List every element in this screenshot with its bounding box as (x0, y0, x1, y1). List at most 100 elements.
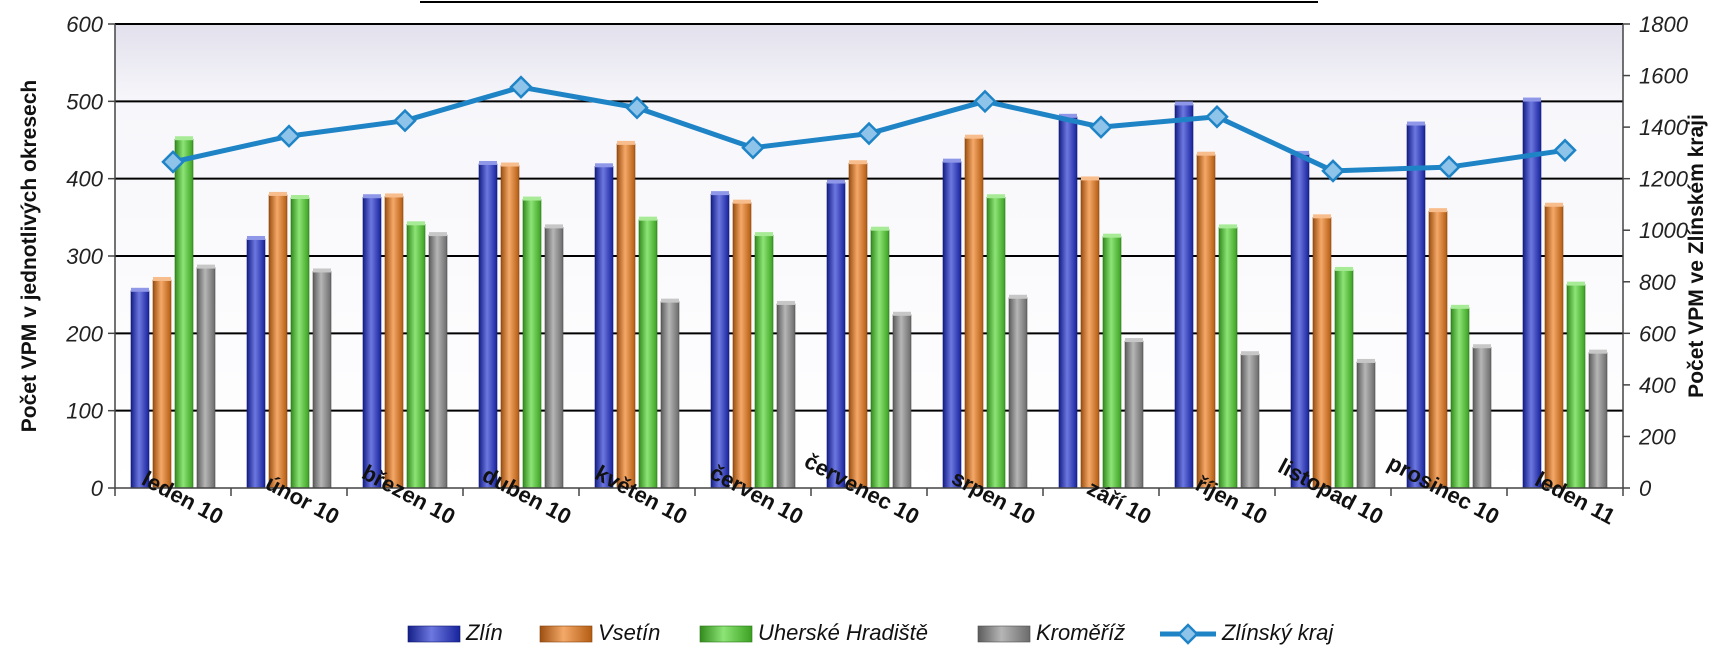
bar-zlin (478, 163, 498, 489)
legend-swatch (977, 625, 1031, 643)
bar-uherske-hradiste (522, 199, 542, 489)
bar-vsetin (616, 143, 636, 489)
bar-vsetin (1080, 179, 1100, 489)
bar-vsetin (1196, 154, 1216, 489)
bar-top (1357, 358, 1375, 363)
bar-top (1313, 214, 1331, 219)
bar-kromeriz (1008, 297, 1028, 489)
legend-label: Kroměříž (1036, 620, 1125, 645)
bar-kromeriz (312, 271, 332, 489)
bar-vsetin (848, 162, 868, 489)
bars (130, 97, 1608, 489)
bar-zlin (1290, 153, 1310, 489)
bar-top (1009, 294, 1027, 299)
bar-top (479, 160, 497, 165)
bar-top (363, 194, 381, 199)
bar-top (595, 163, 613, 168)
bar-top (1451, 304, 1469, 309)
y-tick-label: 300 (66, 244, 103, 269)
bar-vsetin (732, 202, 752, 489)
bar-top (1407, 121, 1425, 126)
bar-top (1473, 344, 1491, 349)
bar-top (1523, 97, 1541, 102)
bar-top (871, 226, 889, 231)
legend-swatch (699, 625, 753, 643)
bar-zlin (1406, 124, 1426, 489)
bar-uherske-hradiste (1450, 307, 1470, 489)
bar-uherske-hradiste (986, 196, 1006, 489)
y-tick-label: 500 (66, 89, 103, 114)
legend-label: Vsetín (598, 620, 660, 645)
y2-tick-label: 1400 (1639, 115, 1689, 140)
legend-label: Uherské Hradiště (758, 620, 928, 645)
bar-zlin (246, 238, 266, 489)
bar-zlin (710, 193, 730, 489)
bar-top (1175, 101, 1193, 106)
bar-top (269, 191, 287, 196)
bar-top (501, 162, 519, 167)
legend-label: Zlínský kraj (1221, 620, 1334, 645)
y2-axis-title: Počet VPM ve Zlínském kraji (1685, 114, 1708, 398)
y-tick-label: 0 (91, 476, 104, 501)
bar-top (1059, 113, 1077, 118)
y-tick-label: 200 (65, 321, 103, 346)
bar-top (849, 160, 867, 165)
line-marker (741, 135, 765, 160)
bar-kromeriz (1588, 352, 1608, 489)
bar-kromeriz (1124, 340, 1144, 489)
bar-uherske-hradiste (638, 219, 658, 489)
bar-vsetin (268, 194, 288, 489)
bar-kromeriz (428, 234, 448, 489)
bar-top (153, 276, 171, 281)
bar-zlin (1058, 116, 1078, 489)
bar-uherske-hradiste (406, 223, 426, 489)
bar-top (893, 311, 911, 316)
line-marker (625, 96, 649, 120)
bar-top (1081, 176, 1099, 181)
bar-top (197, 264, 215, 269)
y2-tick-label: 1600 (1639, 64, 1689, 89)
bar-top (407, 221, 425, 226)
bar-top (1219, 224, 1237, 229)
legend-marker (1177, 623, 1199, 645)
bar-kromeriz (1472, 346, 1492, 489)
bar-top (617, 140, 635, 145)
bar-top (429, 232, 447, 237)
legend: Zlín Vsetín Uherské Hradiště Kroměříž Zlínsk… (407, 620, 1334, 645)
y2-tick-label: 1200 (1639, 167, 1689, 192)
right-axis-ticks: 0 200 400 600 800 1000 1200 1400 1600 1800 (1623, 12, 1689, 501)
y2-tick-label: 200 (1638, 424, 1676, 449)
bar-kromeriz (892, 314, 912, 489)
bar-top (1125, 338, 1143, 343)
bar-vsetin (384, 196, 404, 489)
bar-top (711, 191, 729, 196)
bar-kromeriz (544, 227, 564, 489)
bar-top (777, 300, 795, 305)
y-tick-label: 400 (66, 167, 103, 192)
bar-zlin (130, 290, 150, 489)
y-axis-title: Počet VPM v jednotlivých okresech (18, 80, 41, 432)
bar-uherske-hradiste (1334, 269, 1354, 489)
line-marker (1437, 155, 1461, 179)
line-marker (161, 150, 185, 174)
bar-uherske-hradiste (1566, 284, 1586, 489)
bar-top (639, 216, 657, 221)
bar-top (131, 287, 149, 292)
line-marker (1205, 105, 1229, 129)
bar-top (1335, 266, 1353, 271)
bar-uherske-hradiste (754, 234, 774, 489)
bar-top (661, 298, 679, 303)
bar-top (733, 199, 751, 204)
bar-vsetin (152, 279, 172, 489)
line-marker (1553, 138, 1577, 163)
y2-tick-label: 800 (1639, 270, 1676, 295)
bar-zlin (362, 196, 382, 489)
bar-top (545, 224, 563, 229)
line-marker (857, 121, 881, 146)
y2-tick-label: 1000 (1639, 218, 1689, 243)
bar-kromeriz (196, 267, 216, 489)
bar-vsetin (1544, 205, 1564, 489)
bar-top (523, 196, 541, 201)
bar-vsetin (1312, 217, 1332, 489)
left-axis-ticks: 0 100 200 300 400 500 600 (65, 12, 115, 501)
